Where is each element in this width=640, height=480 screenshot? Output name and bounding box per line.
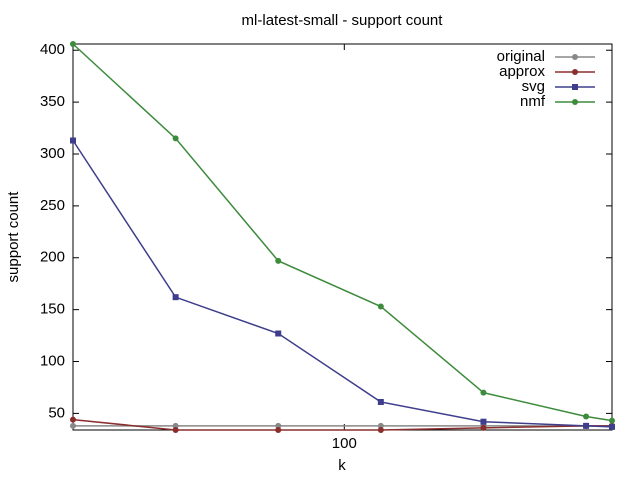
marker	[377, 303, 384, 310]
marker	[583, 422, 590, 429]
marker	[172, 422, 179, 429]
y-tick-label: 350	[40, 93, 65, 110]
marker	[275, 330, 282, 337]
marker	[70, 41, 76, 47]
marker	[609, 423, 615, 430]
marker	[572, 99, 578, 105]
y-tick-label: 250	[40, 197, 65, 214]
marker	[480, 389, 487, 396]
y-tick-label: 400	[40, 41, 65, 58]
y-axis-label: support count	[5, 191, 22, 283]
marker	[572, 69, 578, 75]
y-tick-label: 150	[40, 301, 65, 318]
x-tick-label: 100	[332, 435, 357, 452]
y-tick-label: 50	[48, 404, 65, 421]
marker	[275, 427, 282, 433]
marker	[377, 427, 384, 433]
marker	[572, 84, 578, 90]
marker	[583, 413, 590, 420]
marker	[275, 257, 282, 264]
marker	[275, 422, 282, 429]
legend-label: approx	[499, 63, 545, 80]
legend-label: nmf	[520, 93, 546, 110]
marker	[609, 417, 615, 424]
marker	[172, 135, 179, 142]
chart-title: ml-latest-small - support count	[242, 12, 444, 29]
legend-label: svg	[522, 78, 545, 95]
marker	[572, 54, 578, 60]
x-axis-label: k	[338, 457, 346, 474]
marker	[70, 137, 76, 144]
y-tick-label: 100	[40, 352, 65, 369]
marker	[172, 427, 179, 433]
y-tick-label: 200	[40, 249, 65, 266]
legend-label: original	[497, 48, 545, 65]
y-tick-label: 300	[40, 145, 65, 162]
marker	[480, 424, 487, 431]
marker	[70, 422, 76, 429]
marker	[480, 418, 487, 425]
marker	[377, 422, 384, 429]
marker	[377, 398, 384, 405]
marker	[70, 416, 76, 423]
marker	[172, 294, 179, 301]
